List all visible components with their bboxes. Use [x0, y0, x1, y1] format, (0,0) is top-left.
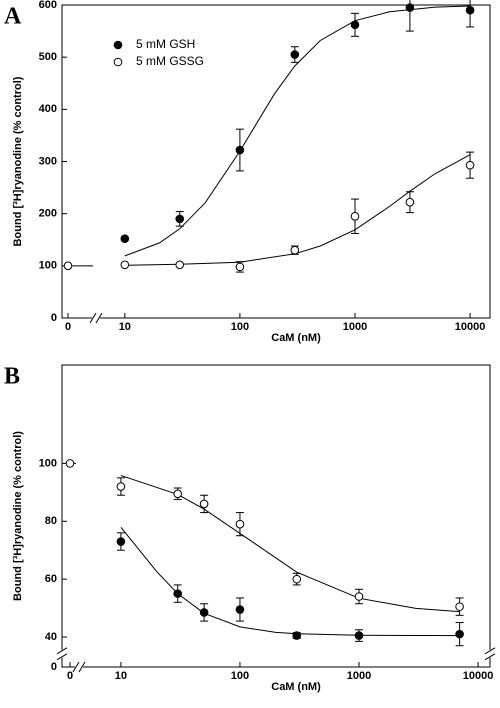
- data-point: [173, 589, 183, 598]
- y-tick-label: 600: [39, 0, 57, 11]
- plot-frame: [61, 4, 491, 319]
- axis-break: [56, 653, 68, 661]
- data-point: [405, 197, 415, 207]
- fit-curve: [124, 5, 471, 257]
- x-tick-label: 10000: [455, 321, 486, 333]
- x-axis-label: CaM (nM): [271, 681, 321, 693]
- data-point: [116, 482, 126, 491]
- y-tick-label: 0: [51, 312, 57, 324]
- x-tick-label: 0: [65, 321, 71, 333]
- x-tick-label: 0: [67, 670, 73, 682]
- y-tick-label: 100: [39, 260, 57, 272]
- axis-break: [95, 312, 103, 324]
- data-point: [63, 261, 73, 271]
- x-tick-label: 10: [119, 321, 131, 333]
- break-gap: [484, 649, 496, 658]
- y-tick-label: 40: [45, 631, 57, 643]
- y-tick-label: 200: [39, 208, 57, 220]
- data-point: [290, 50, 300, 59]
- legend-label: 5 mM GSSG: [136, 54, 204, 68]
- fit-curve: [124, 154, 471, 266]
- y-tick-label: 60: [45, 573, 57, 585]
- axis-break: [484, 653, 496, 661]
- fit-curve: [120, 526, 460, 637]
- axis-break: [89, 312, 97, 324]
- legend-marker: [113, 57, 123, 67]
- data-point: [175, 260, 185, 270]
- data-point: [116, 537, 126, 546]
- x-tick-label: 10000: [463, 670, 494, 682]
- y-tick-label: 500: [39, 51, 57, 63]
- axis-break: [56, 647, 68, 655]
- break-gap: [92, 312, 100, 324]
- x-tick-label: 10: [115, 670, 127, 682]
- y-tick-label: 300: [39, 155, 57, 167]
- data-point: [465, 5, 475, 15]
- data-point: [354, 631, 364, 640]
- data-point: [455, 629, 464, 639]
- data-point: [354, 592, 364, 601]
- data-point: [292, 631, 302, 640]
- y-tick-label: 400: [39, 103, 57, 115]
- data-point: [235, 605, 245, 614]
- data-point: [199, 499, 209, 509]
- data-point: [292, 574, 302, 584]
- y-tick-label: 100: [39, 457, 57, 469]
- break-gap: [75, 661, 83, 673]
- data-point: [235, 262, 245, 272]
- axis-break: [484, 647, 496, 655]
- data-point: [175, 214, 185, 224]
- data-point: [465, 160, 475, 170]
- data-point: [199, 608, 209, 617]
- data-point: [350, 20, 360, 30]
- y-axis-label: Bound [³H]ryanodine (% control): [12, 76, 24, 246]
- data-point: [65, 459, 75, 468]
- data-point: [173, 489, 183, 499]
- break-gap: [56, 649, 68, 658]
- data-point: [350, 211, 360, 221]
- y-tick-label: 80: [45, 515, 57, 527]
- data-point: [405, 3, 415, 12]
- x-tick-label: 1000: [347, 670, 371, 682]
- legend-marker: [113, 40, 123, 50]
- axis-break: [78, 661, 86, 673]
- plot-frame: [61, 364, 491, 668]
- y-tick-label: 0: [51, 661, 57, 673]
- x-tick-label: 100: [231, 321, 249, 333]
- legend-label: 5 mM GSH: [136, 37, 195, 51]
- x-axis-label: CaM (nM): [271, 332, 321, 344]
- data-point: [290, 245, 300, 255]
- fit-curve: [120, 475, 460, 613]
- data-point: [120, 260, 130, 270]
- data-point: [455, 602, 464, 611]
- data-point: [235, 519, 245, 529]
- panel-label: B: [4, 364, 20, 390]
- panel-label: A: [4, 4, 22, 30]
- y-axis-label: Bound [³H]ryanodine (% control): [12, 431, 24, 601]
- x-tick-label: 1000: [343, 321, 367, 333]
- data-point: [235, 145, 245, 155]
- axis-break: [72, 661, 80, 673]
- data-point: [120, 234, 130, 244]
- x-tick-label: 100: [231, 670, 249, 682]
